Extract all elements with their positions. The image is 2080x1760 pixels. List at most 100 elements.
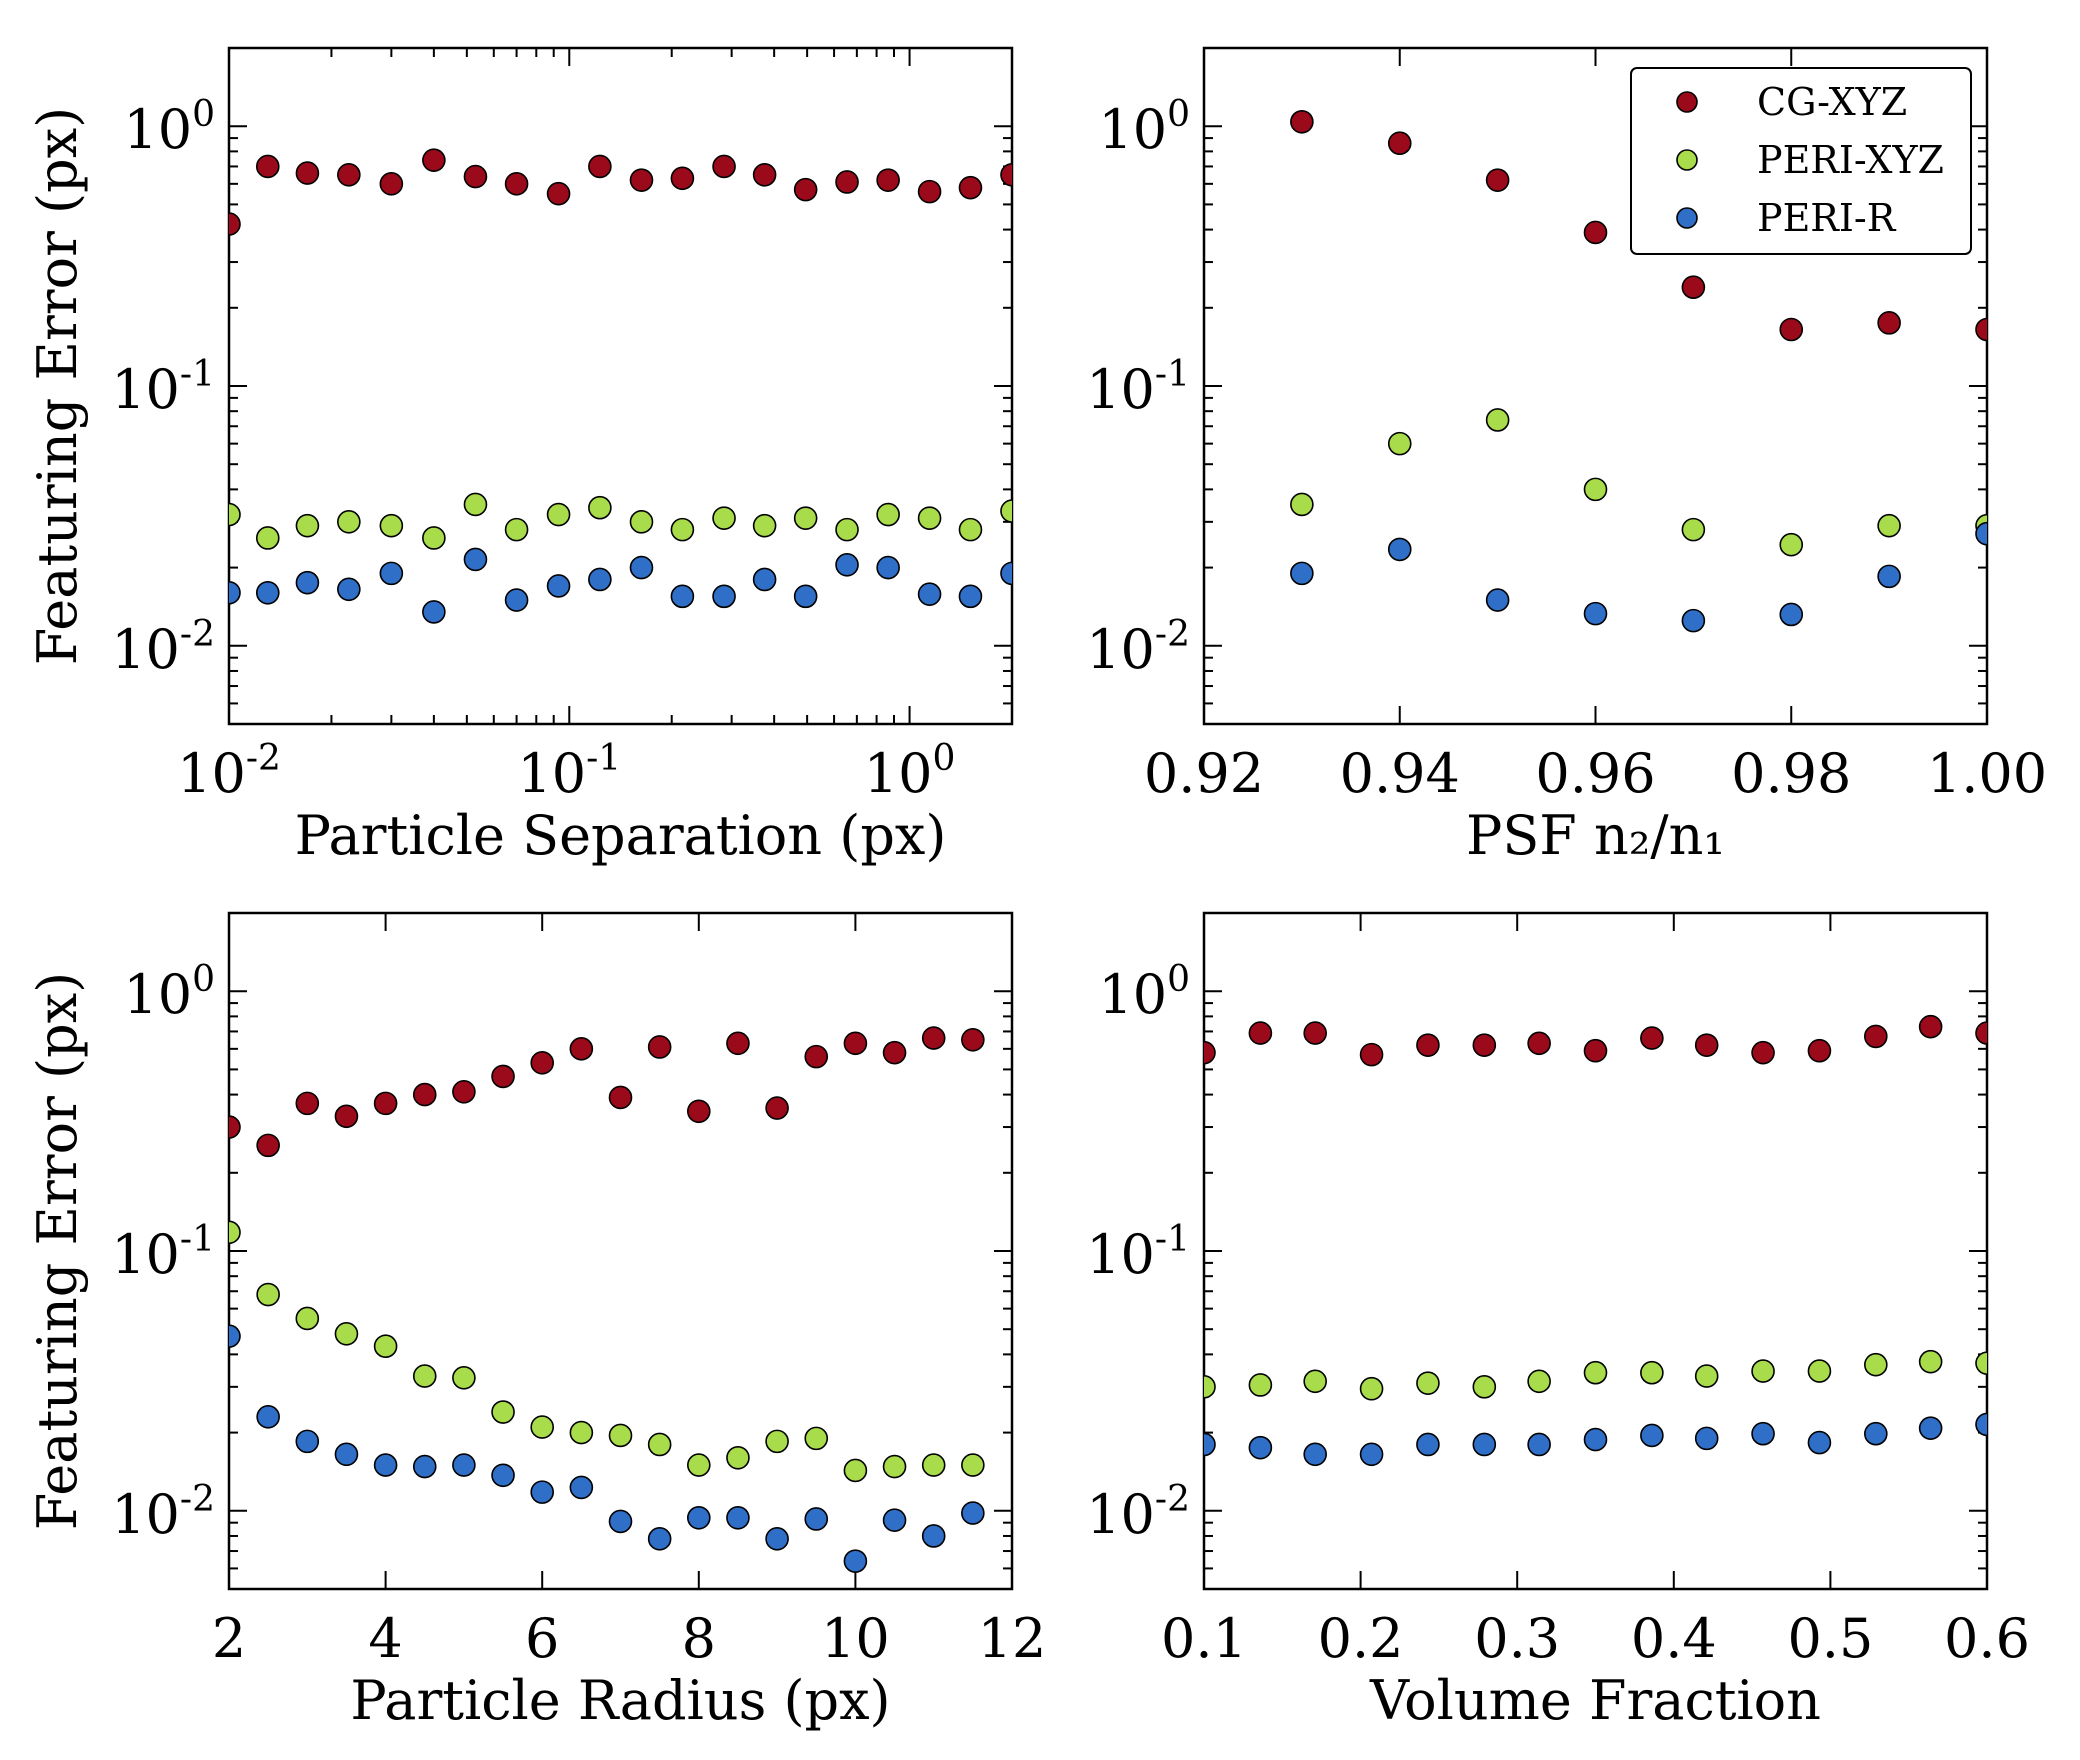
y-tick-label-base: 10 xyxy=(123,98,192,161)
x-tick-label: 0.5 xyxy=(1787,1607,1873,1670)
y-tick-label-base: 10 xyxy=(1086,1223,1155,1286)
point-peri-xyz xyxy=(670,517,695,542)
point-cg-xyz xyxy=(712,154,736,179)
point-peri-xyz xyxy=(917,506,942,530)
point-peri-xyz xyxy=(1485,408,1510,432)
point-peri-r xyxy=(958,584,983,609)
point-peri-xyz xyxy=(295,513,320,538)
point-peri-r xyxy=(373,1453,398,1477)
point-peri-r xyxy=(670,584,695,609)
point-peri-xyz xyxy=(379,513,404,538)
point-peri-xyz xyxy=(588,495,612,520)
legend-marker xyxy=(1676,91,1698,113)
point-peri-r xyxy=(876,555,900,580)
point-cg-xyz xyxy=(765,1096,789,1120)
point-peri-xyz xyxy=(1681,517,1706,542)
markers xyxy=(1204,1014,1987,1467)
point-peri-xyz xyxy=(373,1334,398,1359)
plot-frame xyxy=(227,46,1014,726)
point-peri-r xyxy=(1583,1427,1608,1452)
point-peri-r xyxy=(835,553,859,577)
y-tick-label: 10-2 xyxy=(111,1479,215,1546)
x-tick-label: 10-2 xyxy=(177,738,281,805)
point-peri-r xyxy=(882,1508,907,1533)
point-peri-r xyxy=(588,567,612,592)
point-peri-xyz xyxy=(504,517,529,542)
x-tick-label: 0.3 xyxy=(1474,1607,1560,1670)
y-tick-label-exp: 0 xyxy=(1167,94,1190,135)
point-cg-xyz xyxy=(958,175,983,200)
markers xyxy=(229,1026,985,1573)
y-axis-label: Featuring Error (px) xyxy=(26,972,89,1530)
y-tick-label-exp: -2 xyxy=(1155,614,1190,655)
point-peri-xyz xyxy=(1779,532,1804,557)
point-peri-xyz xyxy=(1359,1376,1384,1401)
point-peri-r xyxy=(530,1480,555,1504)
point-peri-r xyxy=(334,1442,359,1467)
point-peri-xyz xyxy=(337,510,361,534)
point-cg-xyz xyxy=(504,172,529,196)
x-tick-label: 0.98 xyxy=(1731,742,1851,805)
point-peri-r xyxy=(569,1475,594,1500)
point-peri-r xyxy=(804,1507,829,1531)
point-peri-xyz xyxy=(1918,1349,1943,1374)
x-tick-label: 4 xyxy=(368,1607,402,1670)
point-peri-r xyxy=(1485,588,1510,612)
x-tick-label: 0.4 xyxy=(1631,1607,1717,1670)
point-peri-r xyxy=(379,561,404,586)
point-peri-xyz xyxy=(1751,1359,1775,1383)
y-tick-label-base: 10 xyxy=(111,1483,180,1546)
point-peri-r xyxy=(726,1505,750,1530)
point-peri-r xyxy=(1877,564,1901,589)
legend: CG-XYZ PERI-XYZ PERI-R xyxy=(1630,67,1972,255)
x-tick-label: 0.92 xyxy=(1144,742,1264,805)
point-peri-r xyxy=(1583,601,1608,626)
x-tick-label: 0.1 xyxy=(1161,1607,1247,1670)
point-cg-xyz xyxy=(412,1082,437,1107)
x-tick-label: 10 xyxy=(821,1607,890,1670)
y-tick-label-exp: 0 xyxy=(192,94,215,135)
point-peri-r xyxy=(295,1429,320,1454)
point-peri-r xyxy=(1694,1426,1719,1451)
point-peri-r xyxy=(295,570,320,595)
x-tick-label: 6 xyxy=(525,1607,559,1670)
y-tick-label: 100 xyxy=(1098,94,1190,161)
point-cg-xyz xyxy=(835,170,859,194)
x-tick-label: 1.00 xyxy=(1927,742,2047,805)
plot-frame xyxy=(227,911,1014,1591)
point-peri-xyz xyxy=(569,1420,594,1445)
point-peri-r xyxy=(752,567,777,592)
point-peri-xyz xyxy=(546,502,571,527)
point-peri-xyz xyxy=(608,1423,633,1448)
point-peri-r xyxy=(1527,1432,1551,1457)
y-tick-label-exp: -1 xyxy=(1155,1219,1190,1260)
y-tick-label-base: 10 xyxy=(1098,963,1167,1026)
point-cg-xyz xyxy=(1779,317,1804,342)
x-tick-label-base: 10 xyxy=(177,742,246,805)
x-tick-label: 8 xyxy=(682,1607,716,1670)
point-peri-r xyxy=(412,1454,437,1479)
point-peri-r xyxy=(1918,1416,1943,1440)
point-peri-r xyxy=(463,547,488,572)
point-cg-xyz xyxy=(647,1035,672,1059)
point-cg-xyz xyxy=(1248,1021,1273,1045)
point-peri-r xyxy=(608,1509,633,1534)
point-peri-xyz xyxy=(1583,1360,1608,1385)
point-cg-xyz xyxy=(1290,109,1314,134)
y-tick-label-base: 10 xyxy=(1098,98,1167,161)
point-cg-xyz xyxy=(1918,1014,1943,1039)
point-peri-r xyxy=(712,584,736,609)
point-peri-r xyxy=(843,1549,868,1573)
point-peri-xyz xyxy=(1527,1369,1551,1394)
point-cg-xyz xyxy=(686,1099,711,1124)
point-cg-xyz xyxy=(491,1064,515,1089)
x-tick-label-base: 10 xyxy=(864,742,933,805)
point-peri-r xyxy=(647,1527,672,1551)
point-peri-xyz xyxy=(1975,1351,1987,1375)
legend-label: PERI-XYZ xyxy=(1757,138,1944,182)
point-peri-r xyxy=(1807,1430,1832,1455)
point-peri-xyz xyxy=(334,1322,359,1346)
point-peri-r xyxy=(1387,537,1412,562)
